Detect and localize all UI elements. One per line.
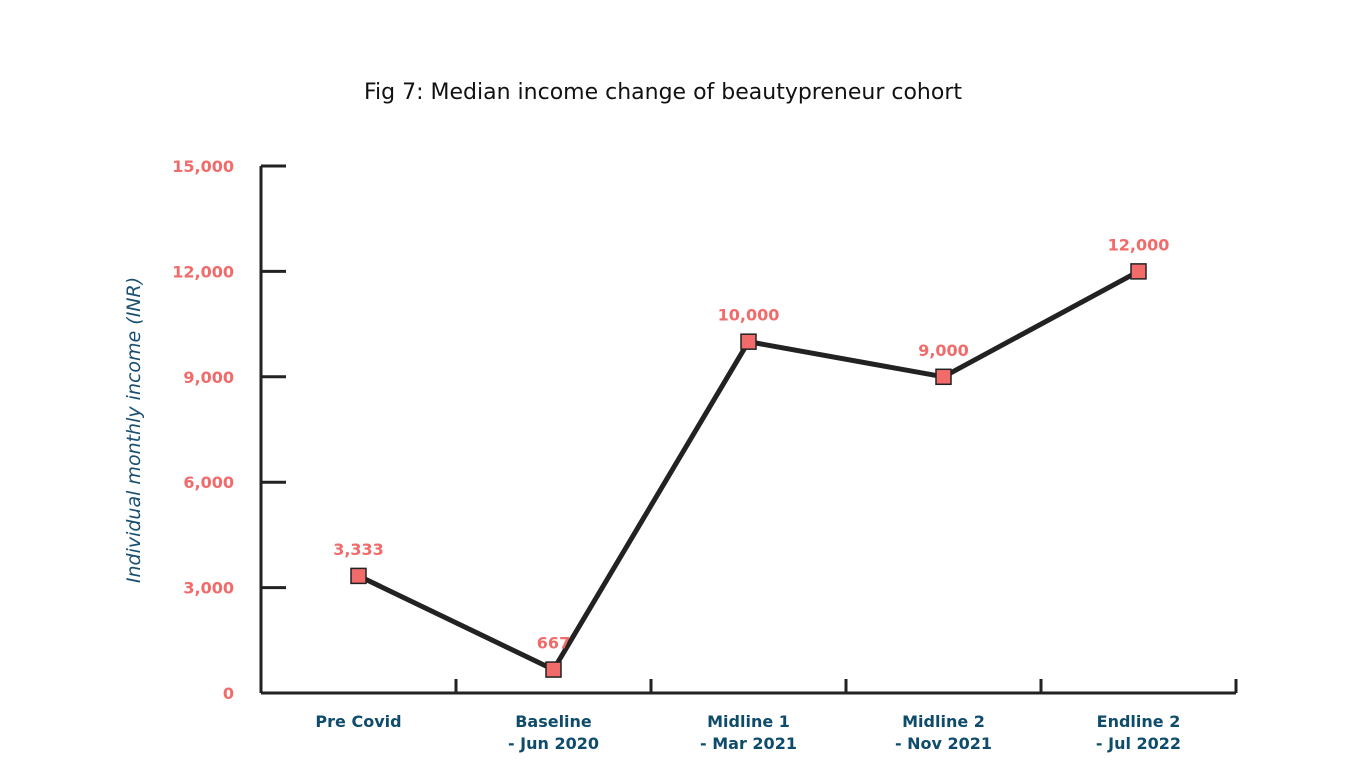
x-tick-label-line: Endline 2	[1097, 712, 1181, 731]
data-point-marker	[545, 661, 562, 678]
x-tick-label-line: Midline 1	[707, 712, 790, 731]
y-tick-label: 15,000	[172, 157, 234, 176]
y-tick-label: 6,000	[183, 473, 234, 492]
x-tick-label-line: Midline 2	[902, 712, 985, 731]
x-tick-label-line: - Nov 2021	[895, 734, 992, 753]
data-point-marker	[935, 368, 952, 386]
y-tick-label: 9,000	[183, 368, 234, 387]
x-tick-label-line: - Mar 2021	[700, 734, 797, 753]
data-label: 12,000	[1108, 235, 1170, 254]
y-tick-label: 3,000	[183, 579, 234, 598]
x-tick-label-line: Pre Covid	[315, 712, 401, 731]
y-tick-label: 12,000	[172, 262, 234, 281]
y-tick-label: 0	[223, 684, 234, 703]
x-tick-label: Midline 2 - Nov 2021	[895, 712, 992, 753]
chart-title: Fig 7: Median income change of beautypre…	[364, 80, 962, 105]
data-label: 667	[537, 634, 570, 653]
x-tick-label: Baseline - Jun 2020	[508, 712, 599, 753]
data-label: 3,333	[333, 540, 384, 559]
x-tick-label: Endline 2 - Jul 2022	[1096, 712, 1181, 753]
series-line	[357, 269, 1140, 673]
data-point-marker	[740, 333, 757, 350]
x-tick-label-line: - Jul 2022	[1096, 734, 1181, 753]
x-tick-label: Pre Covid	[315, 712, 401, 731]
data-point-marker	[350, 567, 367, 585]
x-tick-label-line: - Jun 2020	[508, 734, 599, 753]
data-point-marker	[1130, 263, 1147, 280]
data-label: 9,000	[918, 341, 969, 360]
data-label: 10,000	[718, 306, 780, 325]
x-tick-label: Midline 1 - Mar 2021	[700, 712, 797, 753]
x-tick-label-line: Baseline	[515, 712, 592, 731]
